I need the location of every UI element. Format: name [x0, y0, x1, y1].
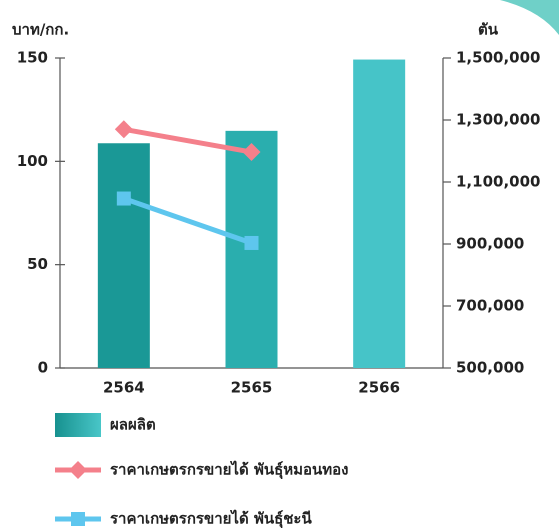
y2-axis-title: ตัน: [478, 21, 499, 39]
x-tick-label: 2565: [231, 379, 273, 397]
marker: [114, 120, 133, 139]
y-tick-label: 150: [17, 49, 48, 67]
y-tick-label: 100: [17, 152, 48, 170]
y2-tick-label: 900,000: [456, 235, 524, 253]
legend-label: ราคาเกษตรกรขายได้ พันธุ์หมอนทอง: [110, 460, 349, 480]
x-tick-label: 2564: [103, 379, 145, 397]
legend-label: ราคาเกษตรกรขายได้ พันธุ์ชะนี: [110, 509, 312, 529]
y2-tick-label: 1,500,000: [456, 49, 540, 67]
y2-tick-label: 700,000: [456, 297, 524, 315]
y-axis-title: บาท/กก.: [12, 21, 69, 39]
marker: [244, 235, 259, 250]
legend-marker: [69, 461, 87, 479]
x-tick-label: 2566: [358, 379, 400, 397]
legend-label: ผลผลิต: [110, 416, 156, 434]
y2-tick-label: 1,300,000: [456, 111, 540, 129]
y-tick-label: 0: [38, 359, 48, 377]
line: [123, 126, 252, 155]
bar: [353, 59, 406, 369]
bar: [97, 143, 150, 368]
legend-marker: [71, 512, 85, 526]
y2-tick-label: 500,000: [456, 359, 524, 377]
line: [123, 196, 253, 246]
marker: [116, 191, 131, 206]
legend-swatch: [55, 413, 101, 437]
corner-decoration: [500, 0, 559, 35]
y-tick-label: 50: [27, 255, 48, 273]
marker: [242, 143, 261, 162]
y2-tick-label: 1,100,000: [456, 173, 540, 191]
